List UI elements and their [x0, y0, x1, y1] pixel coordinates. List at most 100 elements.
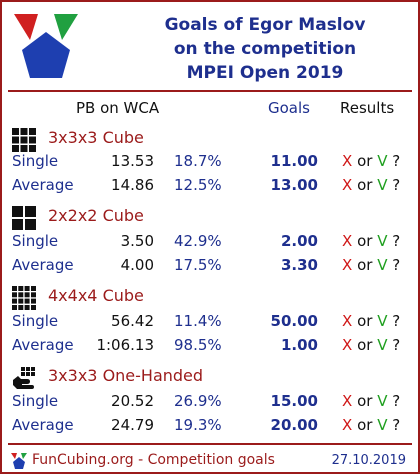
- result-x: X: [342, 416, 353, 434]
- row-result: X or V ?: [342, 336, 400, 354]
- row-type: Average: [12, 336, 74, 354]
- result-or: or: [357, 392, 373, 410]
- row-result: X or V ?: [342, 152, 400, 170]
- result-or: or: [357, 176, 373, 194]
- row-goal: 2.00: [280, 232, 318, 250]
- table-row: Average 14.86 12.5% 13.00 X or V ?: [2, 176, 418, 200]
- event-name: 2x2x2 Cube: [48, 206, 144, 225]
- result-or: or: [357, 336, 373, 354]
- row-result: X or V ?: [342, 176, 400, 194]
- footer-divider: [8, 443, 412, 445]
- result-or: or: [357, 152, 373, 170]
- row-goal: 15.00: [270, 392, 318, 410]
- title-line-2: on the competition: [173, 39, 357, 59]
- result-v: V: [377, 312, 388, 330]
- row-type: Single: [12, 232, 59, 250]
- result-q: ?: [392, 312, 401, 330]
- row-pb: 1:06.13: [96, 336, 154, 354]
- result-x: X: [342, 256, 353, 274]
- result-x: X: [342, 232, 353, 250]
- row-type: Average: [12, 176, 74, 194]
- column-header-results: Results: [340, 99, 395, 117]
- table-row: Single 3.50 42.9% 2.00 X or V ?: [2, 232, 418, 256]
- row-percent: 17.5%: [174, 256, 222, 274]
- result-or: or: [357, 416, 373, 434]
- result-x: X: [342, 152, 353, 170]
- row-type: Average: [12, 256, 74, 274]
- result-v: V: [377, 392, 388, 410]
- footer-date: 27.10.2019: [331, 453, 406, 468]
- result-q: ?: [392, 336, 401, 354]
- row-goal: 13.00: [270, 176, 318, 194]
- table-row: Single 20.52 26.9% 15.00 X or V ?: [2, 392, 418, 416]
- row-pb: 24.79: [111, 416, 154, 434]
- result-q: ?: [392, 232, 401, 250]
- event-name: 3x3x3 One-Handed: [48, 366, 204, 385]
- row-type: Average: [12, 416, 74, 434]
- row-type: Single: [12, 312, 59, 330]
- row-goal: 3.30: [280, 256, 318, 274]
- result-x: X: [342, 336, 353, 354]
- row-percent: 42.9%: [174, 232, 222, 250]
- result-q: ?: [392, 256, 401, 274]
- row-goal: 1.00: [280, 336, 318, 354]
- result-x: X: [342, 392, 353, 410]
- result-q: ?: [392, 152, 401, 170]
- result-v: V: [377, 176, 388, 194]
- funcubing-small-logo: [11, 453, 27, 469]
- row-percent: 26.9%: [174, 392, 222, 410]
- row-result: X or V ?: [342, 416, 400, 434]
- header: Goals of Egor Maslov on the competition …: [2, 2, 418, 90]
- result-q: ?: [392, 176, 401, 194]
- row-pb: 14.86: [111, 176, 154, 194]
- result-x: X: [342, 176, 353, 194]
- row-result: X or V ?: [342, 256, 400, 274]
- event-name: 3x3x3 Cube: [48, 128, 144, 147]
- title-line-1: Goals of Egor Maslov: [164, 15, 366, 35]
- footer-link[interactable]: FunCubing.org - Competition goals: [32, 452, 275, 468]
- table-row: Average 24.79 19.3% 20.00 X or V ?: [2, 416, 418, 440]
- row-percent: 12.5%: [174, 176, 222, 194]
- table-row: Single 56.42 11.4% 50.00 X or V ?: [2, 312, 418, 336]
- row-type: Single: [12, 392, 59, 410]
- result-v: V: [377, 416, 388, 434]
- funcubing-logo: [14, 14, 78, 78]
- result-v: V: [377, 232, 388, 250]
- result-q: ?: [392, 416, 401, 434]
- cube-3x3-icon: [12, 128, 36, 152]
- row-percent: 98.5%: [174, 336, 222, 354]
- column-header-pb: PB on WCA: [76, 99, 160, 117]
- row-goal: 11.00: [270, 152, 318, 170]
- row-pb: 13.53: [111, 152, 154, 170]
- row-result: X or V ?: [342, 392, 400, 410]
- result-v: V: [377, 256, 388, 274]
- result-x: X: [342, 312, 353, 330]
- table-row: Single 13.53 18.7% 11.00 X or V ?: [2, 152, 418, 176]
- result-q: ?: [392, 392, 401, 410]
- result-or: or: [357, 256, 373, 274]
- event-name: 4x4x4 Cube: [48, 286, 144, 305]
- row-goal: 50.00: [270, 312, 318, 330]
- result-v: V: [377, 336, 388, 354]
- result-or: or: [357, 232, 373, 250]
- table-row: Average 4.00 17.5% 3.30 X or V ?: [2, 256, 418, 280]
- result-v: V: [377, 152, 388, 170]
- cube-2x2-icon: [12, 206, 36, 230]
- row-percent: 11.4%: [174, 312, 222, 330]
- row-type: Single: [12, 152, 59, 170]
- row-percent: 19.3%: [174, 416, 222, 434]
- row-pb: 20.52: [111, 392, 154, 410]
- row-pb: 3.50: [120, 232, 154, 250]
- row-pb: 56.42: [111, 312, 154, 330]
- cube-4x4-icon: [12, 286, 36, 310]
- row-result: X or V ?: [342, 232, 400, 250]
- table-row: Average 1:06.13 98.5% 1.00 X or V ?: [2, 336, 418, 360]
- column-header-goals: Goals: [268, 99, 310, 117]
- row-pb: 4.00: [120, 256, 154, 274]
- row-goal: 20.00: [270, 416, 318, 434]
- one-handed-icon: [13, 367, 35, 389]
- result-or: or: [357, 312, 373, 330]
- row-percent: 18.7%: [174, 152, 222, 170]
- page-title: Goals of Egor Maslov on the competition …: [120, 13, 410, 85]
